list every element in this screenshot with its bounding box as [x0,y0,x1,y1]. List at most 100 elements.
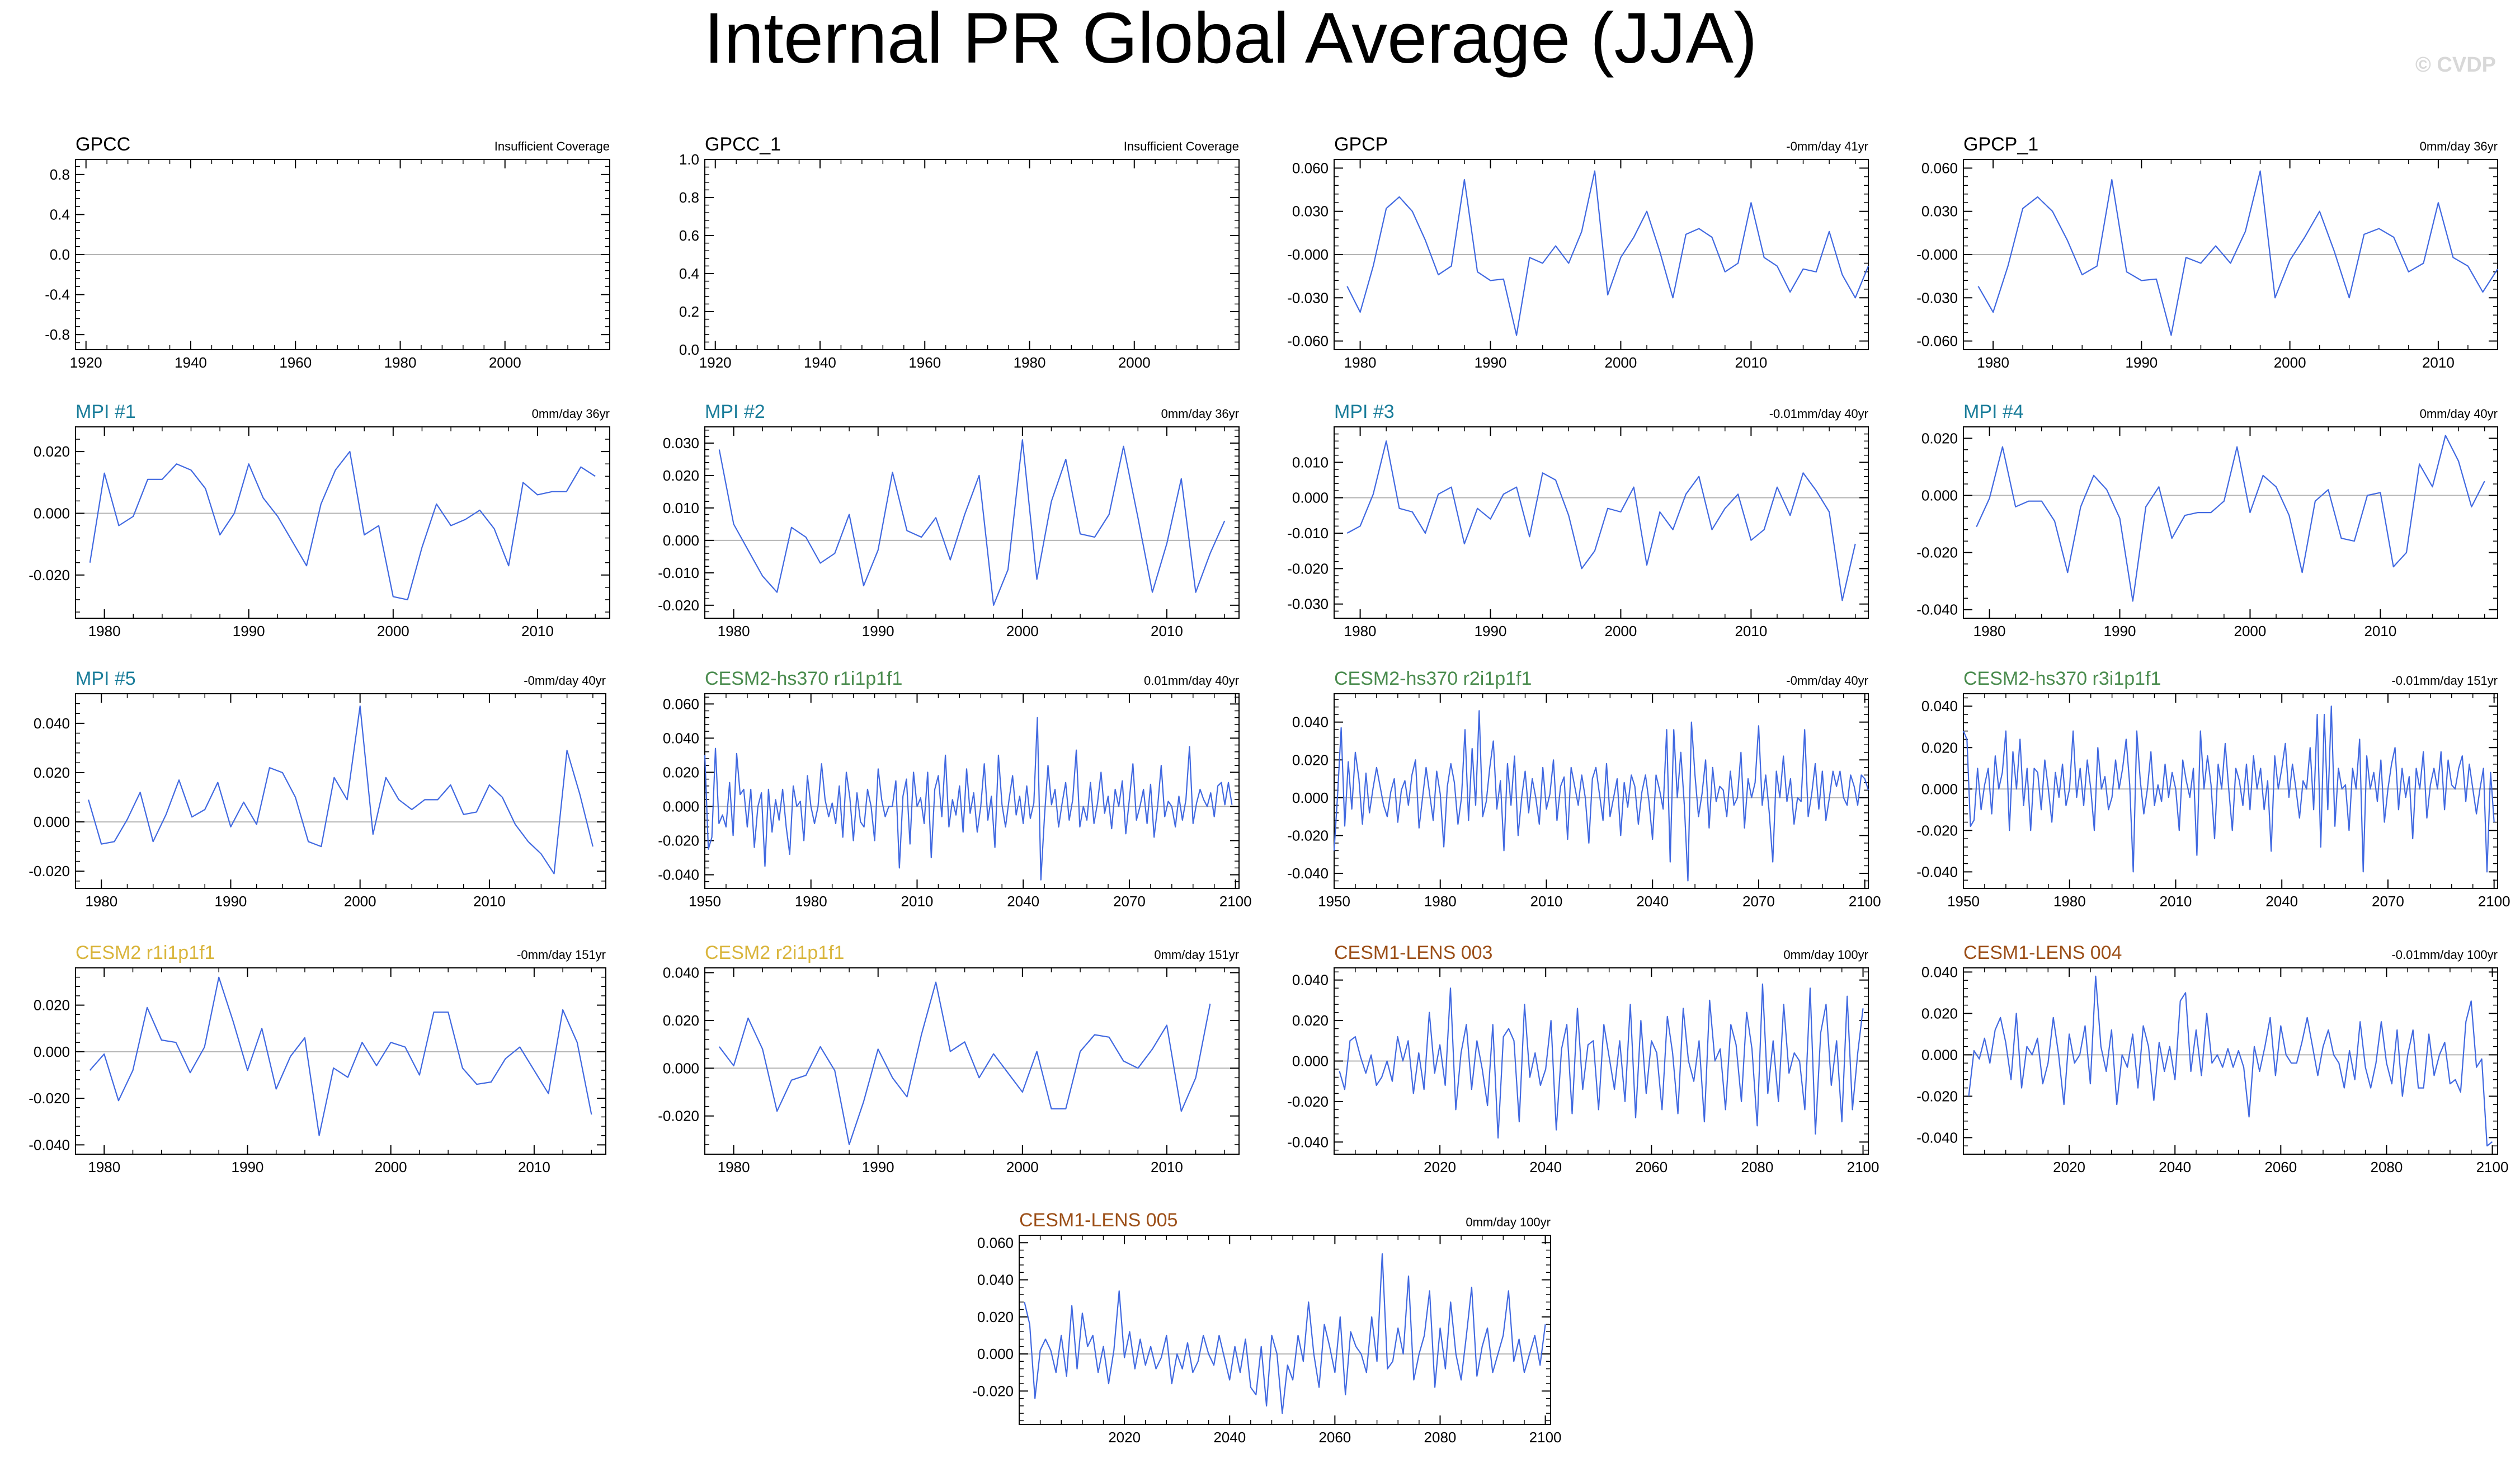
panel-note: 0mm/day 151yr [1154,948,1239,962]
plot-frame [1334,693,1869,889]
y-tick-label: 0.020 [1921,430,1958,446]
y-tick-label: -0.010 [658,565,699,581]
y-tick-label: 0.020 [663,1012,699,1029]
y-tick-label: 0.000 [977,1346,1014,1362]
chart-panel-17: CESM1-LENS 005 0mm/day 100yr 2020 2040 2060 2… [972,1210,1561,1446]
y-tick-label: 0.000 [1921,1046,1958,1063]
y-tick-label: 0.020 [1921,1005,1958,1022]
panel-title: CESM1-LENS 005 [1019,1210,1177,1231]
panel-title: CESM1-LENS 003 [1334,942,1492,963]
x-tick-label: 1990 [2104,623,2136,639]
y-tick-label: -0.030 [1916,289,1958,306]
plot-frame [704,967,1240,1155]
panel-note: -0.01mm/day 40yr [1769,407,1868,421]
x-tick-label: 2000 [344,893,376,910]
y-tick-label: 0.060 [663,695,699,712]
y-tick-label: -0.020 [1916,822,1958,839]
x-tick-label: 2060 [1318,1429,1351,1446]
series-line [1977,170,2498,336]
y-tick-label: 0.020 [663,764,699,780]
y-tick-label: -0.020 [658,597,699,614]
chart-panel-13: CESM2 r1i1p1f1 -0mm/day 151yr 1980 1990 2000… [29,942,606,1175]
y-tick-label: -0.020 [1916,1088,1958,1104]
x-tick-label: 2010 [901,893,934,910]
y-tick-label: -0.030 [1287,596,1329,613]
x-tick-label: 2010 [1530,893,1563,910]
chart-panel-1: GPCC Insufficient Coverage 1920 1940 1960 198… [45,134,610,371]
y-tick-label: -0.010 [1287,525,1329,542]
chart-panel-16: CESM1-LENS 004 -0.01mm/day 100yr 2020 2040 2… [1916,942,2508,1175]
x-tick-label: 1990 [1475,354,1507,371]
y-tick-label: -0.040 [1916,1129,1958,1146]
series-line [1968,975,2493,1147]
x-tick-label: 2000 [1006,623,1039,639]
y-tick-label: 0.040 [34,715,70,732]
series-line [1346,440,1856,601]
y-tick-label: 0.020 [663,467,699,484]
y-tick-label: -0.040 [1916,601,1958,618]
panel-note: 0mm/day 36yr [2420,139,2498,153]
x-tick-label: 1960 [908,354,941,371]
x-tick-label: 2010 [473,893,506,910]
y-tick-label: 0.040 [977,1272,1014,1288]
y-tick-label: 0.020 [1292,1012,1329,1029]
y-tick-label: -0.030 [1287,289,1329,306]
x-tick-label: 2080 [1741,1159,1774,1175]
panel-note: 0mm/day 100yr [1783,948,1868,962]
x-tick-label: 2080 [1424,1429,1457,1446]
y-tick-label: 0.040 [1921,698,1958,714]
y-tick-label: -0.040 [29,1136,70,1153]
y-tick-label: 0.030 [663,435,699,451]
series-line [88,705,594,874]
y-tick-label: 0.000 [1921,780,1958,797]
y-tick-label: -0.020 [29,1090,70,1107]
x-tick-label: 2000 [1118,354,1151,371]
panel-note: -0.01mm/day 151yr [2391,674,2498,688]
x-tick-label: 2100 [2478,893,2510,910]
y-tick-label: 0.000 [663,1060,699,1076]
x-tick-label: 2010 [1151,623,1183,639]
panel-grid: GPCC Insufficient Coverage 1920 1940 1960 198… [29,134,2510,1446]
y-tick-label: -0.020 [1287,560,1329,577]
x-tick-label: 2000 [2274,354,2306,371]
y-tick-label: 0.000 [34,1043,70,1060]
y-tick-label: 0.8 [50,166,70,183]
x-tick-label: 1940 [804,354,836,371]
panel-title: MPI #2 [705,401,765,422]
x-tick-label: 1980 [88,623,121,639]
panel-note: 0mm/day 36yr [1161,407,1239,421]
panel-title: GPCP_1 [1963,134,2038,155]
series-line [1976,435,2485,602]
x-tick-label: 2000 [489,354,521,371]
x-tick-label: 1990 [232,1159,264,1175]
x-tick-label: 1980 [1344,354,1377,371]
y-tick-label: 0.060 [1921,159,1958,176]
y-tick-label: -0.020 [972,1382,1014,1399]
panel-title: GPCC_1 [705,134,781,155]
x-tick-label: 2000 [2234,623,2267,639]
y-tick-label: 0.4 [679,265,699,282]
y-tick-label: 0.030 [1921,203,1958,220]
plot-frame [1963,426,2498,619]
y-tick-label: 0.000 [1921,487,1958,504]
x-tick-label: 2020 [1424,1159,1456,1175]
y-tick-label: -0.020 [658,1108,699,1125]
y-tick-label: -0.060 [1287,333,1329,350]
x-tick-label: 1980 [85,893,117,910]
panel-note: 0.01mm/day 40yr [1144,674,1239,688]
series-line [89,450,596,601]
x-tick-label: 1990 [1475,623,1507,639]
x-tick-label: 1980 [1973,623,2006,639]
chart-panel-2: GPCC_1 Insufficient Coverage 1920 1940 1960 1… [679,134,1240,371]
x-tick-label: 2000 [377,623,409,639]
y-tick-label: -0.060 [1916,333,1958,350]
chart-panel-9: MPI #5 -0mm/day 40yr 1980 1990 2000 2010 -0.02… [29,668,606,910]
x-tick-label: 1980 [2053,893,2086,910]
y-tick-label: 0.060 [1292,159,1329,176]
y-tick-label: 0.2 [679,303,699,320]
x-tick-label: 2040 [1213,1429,1246,1446]
y-tick-label: 0.8 [679,189,699,206]
x-tick-label: 2000 [1605,623,1637,639]
y-tick-label: 0.0 [50,246,70,263]
